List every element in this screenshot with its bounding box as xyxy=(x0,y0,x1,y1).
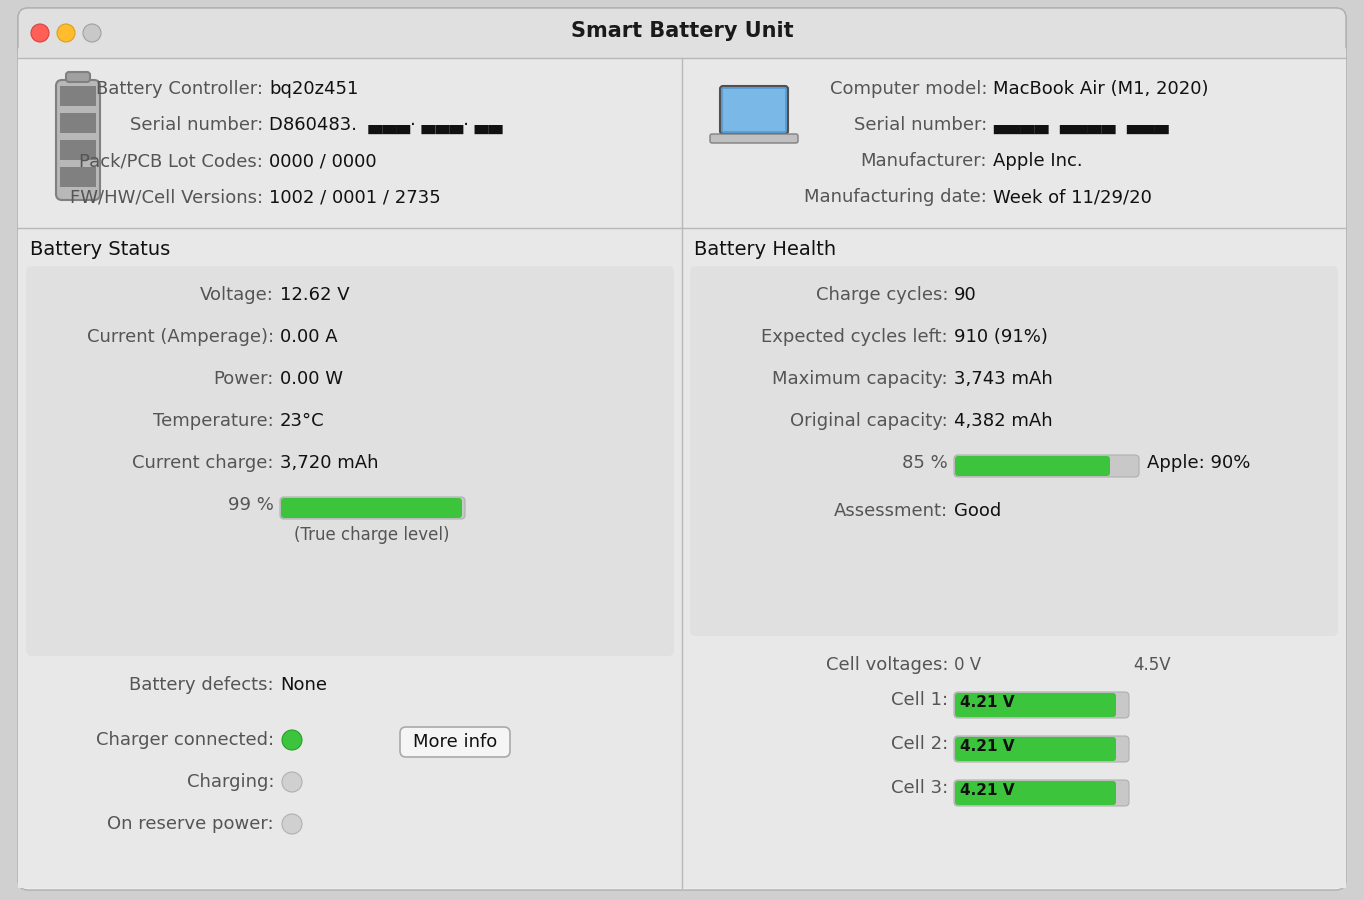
Text: ▄▄▄▄  ▄▄▄▄  ▄▄▄: ▄▄▄▄ ▄▄▄▄ ▄▄▄ xyxy=(993,116,1169,134)
Bar xyxy=(60,86,95,106)
FancyBboxPatch shape xyxy=(280,497,465,519)
FancyBboxPatch shape xyxy=(955,456,1110,476)
Text: (True charge level): (True charge level) xyxy=(295,526,450,544)
Text: Serial number:: Serial number: xyxy=(130,116,263,134)
Bar xyxy=(682,228,1346,888)
Text: 4.21 V: 4.21 V xyxy=(960,739,1015,754)
Circle shape xyxy=(57,24,75,42)
Text: Expected cycles left:: Expected cycles left: xyxy=(761,328,948,346)
Text: Charge cycles:: Charge cycles: xyxy=(816,286,948,304)
Text: Cell 1:: Cell 1: xyxy=(891,691,948,709)
Circle shape xyxy=(282,814,301,834)
Text: 4.21 V: 4.21 V xyxy=(960,695,1015,710)
FancyBboxPatch shape xyxy=(953,736,1129,762)
Bar xyxy=(60,140,95,160)
FancyBboxPatch shape xyxy=(281,498,462,518)
FancyBboxPatch shape xyxy=(400,727,510,757)
Text: 4.5V: 4.5V xyxy=(1133,656,1170,674)
Text: 3,743 mAh: 3,743 mAh xyxy=(953,370,1053,388)
Bar xyxy=(18,48,1346,58)
Bar xyxy=(723,89,786,131)
Bar xyxy=(60,167,95,187)
Text: D860483.  ▄▄▄· ▄▄▄· ▄▄: D860483. ▄▄▄· ▄▄▄· ▄▄ xyxy=(269,116,502,134)
Text: Manufacturing date:: Manufacturing date: xyxy=(805,188,988,206)
Text: 1002 / 0001 / 2735: 1002 / 0001 / 2735 xyxy=(269,188,441,206)
Bar xyxy=(60,113,95,133)
FancyBboxPatch shape xyxy=(955,693,1116,717)
Text: Temperature:: Temperature: xyxy=(153,412,274,430)
Text: Pack/PCB Lot Codes:: Pack/PCB Lot Codes: xyxy=(79,152,263,170)
Text: Current (Amperage):: Current (Amperage): xyxy=(87,328,274,346)
Text: Charger connected:: Charger connected: xyxy=(95,731,274,749)
Text: Battery Controller:: Battery Controller: xyxy=(95,80,263,98)
Bar xyxy=(18,58,1346,228)
Bar xyxy=(18,228,682,888)
Text: MacBook Air (M1, 2020): MacBook Air (M1, 2020) xyxy=(993,80,1209,98)
Text: Battery Status: Battery Status xyxy=(30,240,171,259)
FancyBboxPatch shape xyxy=(18,8,1346,890)
Text: 23°C: 23°C xyxy=(280,412,325,430)
Text: Charging:: Charging: xyxy=(187,773,274,791)
Text: 0.00 W: 0.00 W xyxy=(280,370,342,388)
Text: Computer model:: Computer model: xyxy=(829,80,988,98)
Text: 4,382 mAh: 4,382 mAh xyxy=(953,412,1053,430)
Text: bq20z451: bq20z451 xyxy=(269,80,359,98)
FancyBboxPatch shape xyxy=(720,86,788,134)
FancyBboxPatch shape xyxy=(953,780,1129,806)
Text: Apple: 90%: Apple: 90% xyxy=(1147,454,1251,472)
Text: Original capacity:: Original capacity: xyxy=(790,412,948,430)
Text: Apple Inc.: Apple Inc. xyxy=(993,152,1083,170)
FancyBboxPatch shape xyxy=(953,455,1139,477)
Circle shape xyxy=(83,24,101,42)
FancyBboxPatch shape xyxy=(56,80,100,200)
Text: Current charge:: Current charge: xyxy=(132,454,274,472)
Text: Good: Good xyxy=(953,502,1001,520)
Text: FW/HW/Cell Versions:: FW/HW/Cell Versions: xyxy=(70,188,263,206)
Text: Maximum capacity:: Maximum capacity: xyxy=(772,370,948,388)
Text: Assessment:: Assessment: xyxy=(833,502,948,520)
Text: None: None xyxy=(280,676,327,694)
Text: Voltage:: Voltage: xyxy=(201,286,274,304)
Text: Week of 11/29/20: Week of 11/29/20 xyxy=(993,188,1151,206)
Text: Battery Health: Battery Health xyxy=(694,240,836,259)
Text: Serial number:: Serial number: xyxy=(854,116,988,134)
Text: Power:: Power: xyxy=(214,370,274,388)
Circle shape xyxy=(31,24,49,42)
Text: 0 V: 0 V xyxy=(953,656,981,674)
Text: 90: 90 xyxy=(953,286,977,304)
Text: On reserve power:: On reserve power: xyxy=(108,815,274,833)
Text: Cell 3:: Cell 3: xyxy=(891,779,948,797)
Text: 4.21 V: 4.21 V xyxy=(960,783,1015,798)
FancyBboxPatch shape xyxy=(690,266,1338,636)
FancyBboxPatch shape xyxy=(953,692,1129,718)
Text: Smart Battery Unit: Smart Battery Unit xyxy=(570,21,794,41)
Text: Battery defects:: Battery defects: xyxy=(130,676,274,694)
Text: 3,720 mAh: 3,720 mAh xyxy=(280,454,378,472)
FancyBboxPatch shape xyxy=(955,781,1116,805)
Text: 99 %: 99 % xyxy=(228,496,274,514)
FancyBboxPatch shape xyxy=(65,72,90,82)
Text: Cell voltages:: Cell voltages: xyxy=(825,656,948,674)
FancyBboxPatch shape xyxy=(26,266,674,656)
FancyBboxPatch shape xyxy=(711,134,798,143)
Text: 85 %: 85 % xyxy=(902,454,948,472)
Text: 12.62 V: 12.62 V xyxy=(280,286,349,304)
Text: More info: More info xyxy=(413,733,496,751)
Text: Cell 2:: Cell 2: xyxy=(891,735,948,753)
Text: 0.00 A: 0.00 A xyxy=(280,328,338,346)
FancyBboxPatch shape xyxy=(18,8,1346,58)
Text: 910 (91%): 910 (91%) xyxy=(953,328,1048,346)
Text: Manufacturer:: Manufacturer: xyxy=(861,152,988,170)
Text: 0000 / 0000: 0000 / 0000 xyxy=(269,152,376,170)
Circle shape xyxy=(282,772,301,792)
FancyBboxPatch shape xyxy=(955,737,1116,761)
Circle shape xyxy=(282,730,301,750)
